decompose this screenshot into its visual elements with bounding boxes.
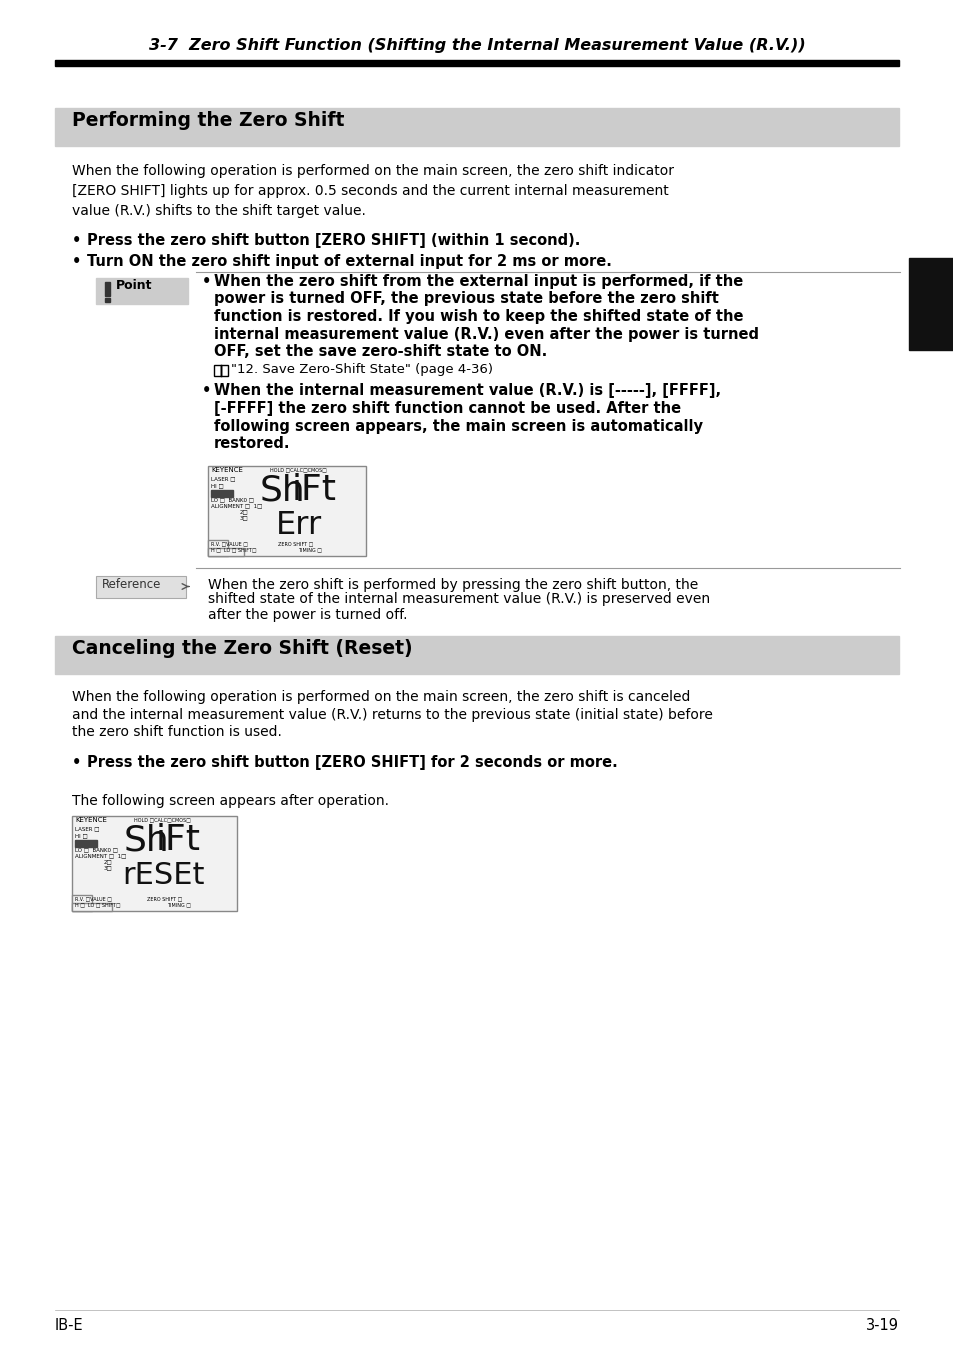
- Text: KEYENCE: KEYENCE: [75, 818, 107, 823]
- Text: KEYENCE: KEYENCE: [211, 468, 243, 473]
- Text: LASER □: LASER □: [75, 826, 99, 831]
- Text: Press the zero shift button [ZERO SHIFT] for 2 seconds or more.: Press the zero shift button [ZERO SHIFT]…: [87, 756, 618, 771]
- Text: When the following operation is performed on the main screen, the zero shift ind: When the following operation is performe…: [71, 164, 673, 218]
- Text: R.V. □VALUE □: R.V. □VALUE □: [75, 896, 112, 902]
- Text: Press the zero shift button [ZERO SHIFT] (within 1 second).: Press the zero shift button [ZERO SHIFT]…: [87, 233, 579, 247]
- Text: 3: 3: [908, 265, 952, 327]
- Text: •: •: [202, 274, 212, 289]
- Text: function is restored. If you wish to keep the shifted state of the: function is restored. If you wish to kee…: [213, 310, 742, 324]
- Text: HI □: HI □: [75, 833, 88, 838]
- Text: rESEt: rESEt: [122, 861, 204, 891]
- Text: •: •: [71, 233, 81, 247]
- Text: The following screen appears after operation.: The following screen appears after opera…: [71, 794, 389, 807]
- Text: 2□: 2□: [104, 860, 112, 864]
- Text: Reference: Reference: [102, 577, 161, 591]
- Bar: [208, 539, 228, 556]
- Text: 3-7  Zero Shift Function (Shifting the Internal Measurement Value (R.V.)): 3-7 Zero Shift Function (Shifting the In…: [149, 38, 804, 53]
- Text: power is turned OFF, the previous state before the zero shift: power is turned OFF, the previous state …: [213, 292, 719, 307]
- Text: ALIGNMENT □  1□: ALIGNMENT □ 1□: [75, 853, 126, 859]
- Text: ZERO SHIFT □: ZERO SHIFT □: [147, 896, 182, 902]
- Text: •: •: [71, 756, 81, 771]
- Bar: [208, 548, 244, 556]
- Bar: [105, 297, 110, 301]
- Text: 3□: 3□: [104, 865, 112, 871]
- Text: •: •: [71, 254, 81, 269]
- Bar: [213, 365, 221, 376]
- Text: Basic Operations: Basic Operations: [924, 441, 938, 558]
- Text: shifted state of the internal measurement value (R.V.) is preserved even: shifted state of the internal measuremen…: [208, 592, 709, 607]
- Bar: [211, 489, 233, 496]
- Bar: [55, 635, 898, 673]
- Text: When the following operation is performed on the main screen, the zero shift is : When the following operation is performe…: [71, 691, 690, 704]
- Text: 3-19: 3-19: [865, 1318, 898, 1333]
- Text: ZERO SHIFT □: ZERO SHIFT □: [277, 542, 313, 546]
- Bar: [55, 59, 898, 66]
- Bar: [71, 903, 112, 910]
- Text: iFt: iFt: [292, 473, 336, 507]
- Text: IB-E: IB-E: [55, 1318, 84, 1333]
- Text: after the power is turned off.: after the power is turned off.: [208, 607, 407, 622]
- Bar: [71, 815, 236, 910]
- Text: Sh: Sh: [124, 823, 170, 857]
- Text: following screen appears, the main screen is automatically: following screen appears, the main scree…: [213, 419, 702, 434]
- Text: LO □  BANK0 □: LO □ BANK0 □: [211, 498, 253, 503]
- Text: R.V. □VALUE □: R.V. □VALUE □: [211, 542, 248, 546]
- Bar: [55, 108, 898, 146]
- Text: HOLD □CALC□CMOS□: HOLD □CALC□CMOS□: [133, 818, 191, 822]
- Text: [-FFFF] the zero shift function cannot be used. After the: [-FFFF] the zero shift function cannot b…: [213, 402, 680, 416]
- Text: HI □: HI □: [211, 484, 224, 488]
- Text: LO □  BANK0 □: LO □ BANK0 □: [75, 848, 118, 853]
- Text: LASER □: LASER □: [211, 476, 235, 481]
- Text: Turn ON the zero shift input of external input for 2 ms or more.: Turn ON the zero shift input of external…: [87, 254, 611, 269]
- Text: When the internal measurement value (R.V.) is [-----], [FFFF],: When the internal measurement value (R.V…: [213, 384, 720, 399]
- Text: H □  LO □ SHIFT□: H □ LO □ SHIFT□: [75, 903, 120, 907]
- Text: and the internal measurement value (R.V.) returns to the previous state (initial: and the internal measurement value (R.V.…: [71, 707, 712, 722]
- Bar: [75, 840, 97, 846]
- Text: When the zero shift from the external input is performed, if the: When the zero shift from the external in…: [213, 274, 742, 289]
- Text: Canceling the Zero Shift (Reset): Canceling the Zero Shift (Reset): [71, 638, 413, 657]
- Bar: [96, 576, 186, 598]
- Text: 3□: 3□: [240, 515, 249, 521]
- Text: Err: Err: [275, 510, 322, 541]
- Text: TIMING □: TIMING □: [167, 903, 191, 907]
- Bar: [71, 895, 91, 910]
- Text: iFt: iFt: [156, 823, 201, 857]
- Text: HOLD □CALC□CMOS□: HOLD □CALC□CMOS□: [270, 468, 327, 472]
- Text: •: •: [202, 384, 212, 399]
- Text: Performing the Zero Shift: Performing the Zero Shift: [71, 111, 344, 130]
- Bar: [908, 258, 953, 350]
- Text: TIMING □: TIMING □: [297, 548, 321, 553]
- Text: internal measurement value (R.V.) even after the power is turned: internal measurement value (R.V.) even a…: [213, 326, 759, 342]
- Text: ALIGNMENT □  1□: ALIGNMENT □ 1□: [211, 503, 262, 508]
- Text: restored.: restored.: [213, 435, 291, 452]
- Text: Point: Point: [116, 279, 152, 292]
- Text: OFF, set the save zero-shift state to ON.: OFF, set the save zero-shift state to ON…: [213, 343, 547, 360]
- Text: the zero shift function is used.: the zero shift function is used.: [71, 725, 281, 738]
- Text: 2□: 2□: [240, 510, 249, 515]
- Bar: [208, 465, 366, 556]
- Bar: [96, 279, 188, 304]
- Text: Sh: Sh: [260, 473, 305, 507]
- Text: "12. Save Zero-Shift State" (page 4-36): "12. Save Zero-Shift State" (page 4-36): [231, 364, 493, 376]
- Text: When the zero shift is performed by pressing the zero shift button, the: When the zero shift is performed by pres…: [208, 577, 698, 592]
- Bar: [105, 283, 110, 296]
- Bar: [221, 365, 228, 376]
- Text: H □  LO □ SHIFT□: H □ LO □ SHIFT□: [211, 548, 256, 553]
